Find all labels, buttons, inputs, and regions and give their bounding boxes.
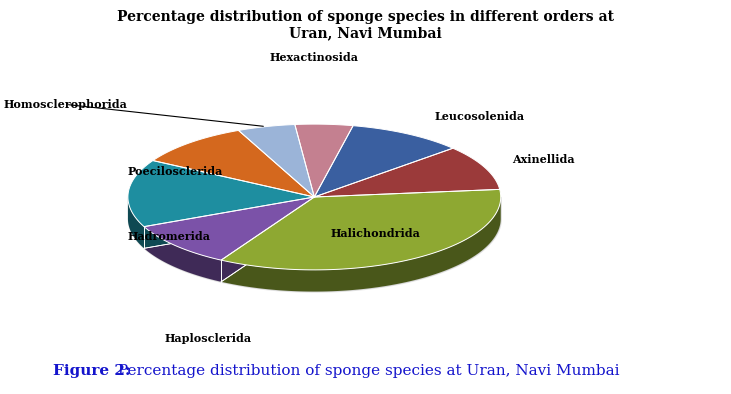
Text: Leucosolenida: Leucosolenida <box>435 111 525 122</box>
Polygon shape <box>221 197 501 292</box>
Polygon shape <box>221 190 501 270</box>
Polygon shape <box>295 124 353 197</box>
Text: Halichondrida: Halichondrida <box>330 228 420 239</box>
Text: Percentage distribution of sponge species at Uran, Navi Mumbai: Percentage distribution of sponge specie… <box>113 364 620 378</box>
Polygon shape <box>144 197 314 260</box>
Text: Homosclerophorida: Homosclerophorida <box>4 99 128 110</box>
Polygon shape <box>128 196 314 248</box>
Polygon shape <box>153 130 314 197</box>
Polygon shape <box>238 125 314 197</box>
Polygon shape <box>314 148 500 197</box>
Text: Haplosclerida: Haplosclerida <box>164 333 252 344</box>
Text: Figure 2:: Figure 2: <box>53 364 130 378</box>
Text: Percentage distribution of sponge species in different orders at
Uran, Navi Mumb: Percentage distribution of sponge specie… <box>117 10 614 40</box>
Text: Axinellida: Axinellida <box>512 154 575 165</box>
Text: Hadromerida: Hadromerida <box>128 231 211 242</box>
Polygon shape <box>128 161 314 227</box>
Polygon shape <box>144 197 314 282</box>
Text: Hexactinosida: Hexactinosida <box>270 52 359 63</box>
Polygon shape <box>314 126 453 197</box>
Text: Poecilosclerida: Poecilosclerida <box>128 166 223 177</box>
